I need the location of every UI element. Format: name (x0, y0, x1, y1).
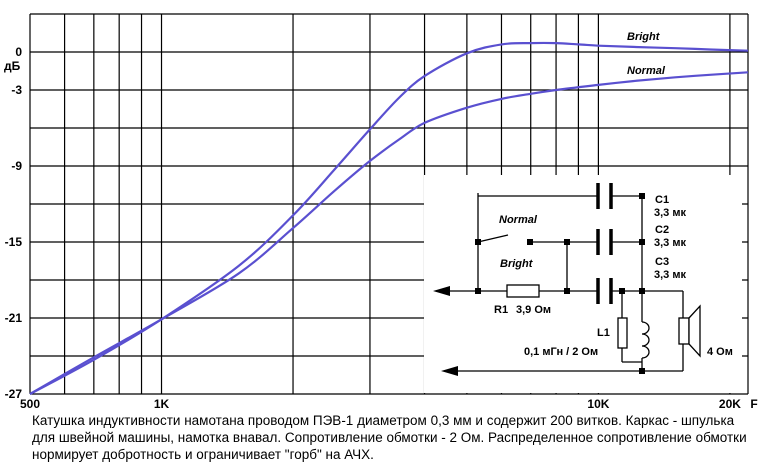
l1-value: 0,1 мГн / 2 Ом (524, 346, 598, 358)
c2-value: 3,3 мк (654, 237, 686, 249)
y-tick-label: -27 (5, 387, 23, 401)
y-axis-label: дБ (4, 59, 21, 73)
r1-value: 3,9 Ом (516, 304, 551, 316)
series-line-normal (29, 71, 749, 395)
c2-name: C2 (655, 224, 669, 236)
series-line-bright (29, 41, 749, 395)
y-tick-label: -15 (5, 235, 23, 249)
c1-name: C1 (655, 194, 669, 206)
x-tick-label: 1K (154, 397, 170, 410)
series-label-bright: Bright (627, 31, 661, 43)
schematic-background (424, 175, 742, 393)
y-tick-label: -9 (11, 159, 22, 173)
x-axis-label: F (750, 397, 757, 410)
switch-label-normal: Normal (499, 214, 538, 226)
x-tick-label: 20K (719, 397, 741, 410)
r1-name: R1 (494, 304, 508, 316)
y-tick-label: -21 (5, 311, 23, 325)
circuit-schematic: Normal Bright R1 3,9 Ом C1 3,3 мк C2 3,3… (424, 175, 742, 393)
y-tick-label: 0 (15, 45, 22, 59)
c3-name: C3 (655, 256, 669, 268)
x-tick-label: 10K (587, 397, 609, 410)
switch-label-bright: Bright (500, 258, 534, 270)
y-tick-label: -3 (11, 83, 22, 97)
caption: Катушка индуктивности намотана проводом … (32, 413, 747, 462)
curves (29, 41, 749, 395)
c3-value: 3,3 мк (654, 269, 686, 281)
series-label-normal: Normal (627, 65, 666, 77)
x-tick-label: 500 (20, 397, 40, 410)
l1-name: L1 (597, 327, 610, 339)
speaker-value: 4 Ом (707, 346, 733, 358)
c1-value: 3,3 мк (654, 207, 686, 219)
